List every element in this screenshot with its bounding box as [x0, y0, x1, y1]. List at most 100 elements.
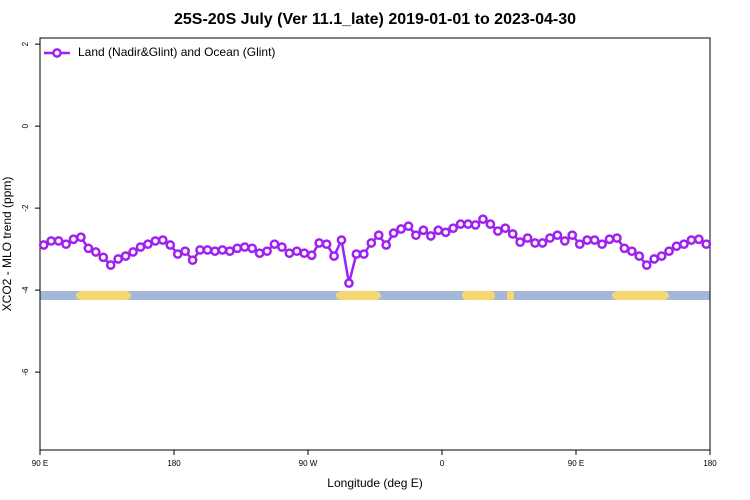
x-tick-label: 0 [440, 459, 445, 468]
data-point [224, 246, 235, 257]
data-point [210, 246, 220, 257]
data-point [120, 251, 131, 261]
y-tick-label: -6 [21, 368, 30, 376]
data-point [180, 246, 191, 257]
data-point [329, 251, 339, 261]
x-tick-label: 180 [167, 459, 181, 468]
y-tick-label: -2 [21, 204, 30, 212]
data-point [619, 243, 630, 254]
data-point [366, 238, 377, 248]
data-point [388, 228, 399, 238]
data-point [574, 239, 585, 250]
land-patch [612, 291, 669, 300]
data-point [485, 219, 496, 229]
data-point [128, 247, 138, 257]
data-point [634, 251, 645, 261]
data-point [277, 242, 287, 252]
data-point [656, 251, 667, 261]
x-tick-label: 180 [703, 459, 717, 468]
data-point [90, 247, 101, 257]
data-point [351, 249, 362, 259]
data-point [679, 239, 689, 250]
data-point [187, 255, 198, 266]
y-axis-label: XCO2 - MLO trend (ppm) [0, 177, 14, 312]
chart-title: 25S-20S July (Ver 11.1_late) 2019-01-01 … [174, 11, 576, 28]
data-point [686, 235, 697, 245]
data-point [113, 254, 124, 264]
data-point [530, 238, 540, 248]
data-point [522, 233, 533, 243]
data-point [157, 235, 168, 245]
data-point [455, 219, 466, 229]
data-point [165, 240, 176, 250]
data-point [68, 234, 79, 245]
data-point [448, 223, 459, 234]
data-point [604, 234, 615, 245]
data-point [463, 219, 473, 229]
x-tick-label: 90 W [299, 459, 318, 468]
data-point [396, 224, 406, 234]
land-patch [462, 291, 495, 300]
data-point [314, 238, 325, 248]
data-point [83, 243, 94, 254]
data-point [172, 249, 183, 259]
data-point [545, 233, 555, 243]
data-point [344, 278, 354, 289]
data-point [470, 220, 481, 230]
data-point [336, 235, 347, 245]
data-point [664, 246, 674, 257]
data-point [105, 260, 116, 270]
data-point [299, 248, 310, 259]
data-point [269, 239, 280, 250]
data-point [567, 230, 578, 241]
data-point [440, 227, 451, 238]
data-point [612, 233, 622, 243]
data-point [262, 246, 272, 257]
legend-marker [52, 48, 62, 58]
data-point [597, 239, 607, 250]
data-point [649, 254, 660, 264]
data-point [582, 235, 593, 245]
data-point [202, 245, 213, 255]
data-point [143, 239, 153, 250]
data-point [701, 239, 712, 250]
data-point [254, 248, 265, 259]
data-point [232, 243, 243, 254]
data-point [135, 242, 146, 252]
data-point [626, 246, 637, 257]
data-point [589, 235, 600, 245]
y-tick-label: -4 [21, 286, 30, 294]
land-patch [76, 291, 131, 300]
data-point [537, 238, 548, 248]
data-point [418, 225, 429, 236]
data-point [321, 239, 332, 250]
series-line [43, 217, 707, 284]
x-axis-label: Longitude (deg E) [327, 476, 422, 490]
land-patch [507, 291, 514, 300]
data-point [559, 236, 570, 246]
data-point [403, 221, 414, 232]
data-point [195, 245, 205, 255]
data-point [306, 250, 317, 261]
data-point [291, 246, 302, 257]
data-point [492, 226, 503, 236]
data-point [433, 225, 444, 236]
data-point [641, 260, 652, 270]
land-patch [336, 291, 381, 300]
data-point [98, 252, 109, 263]
data-point [76, 232, 86, 243]
x-tick-label: 90 E [32, 459, 48, 468]
data-point [61, 239, 71, 250]
data-point [515, 237, 526, 248]
y-tick-label: 2 [21, 41, 30, 46]
data-point [507, 229, 518, 239]
data-point [552, 230, 563, 241]
data-point [381, 240, 392, 250]
data-point [693, 234, 704, 245]
y-tick-label: 0 [21, 123, 30, 128]
data-point [411, 230, 421, 241]
data-point [247, 243, 258, 254]
data-point [239, 242, 250, 252]
data-point [150, 236, 161, 246]
